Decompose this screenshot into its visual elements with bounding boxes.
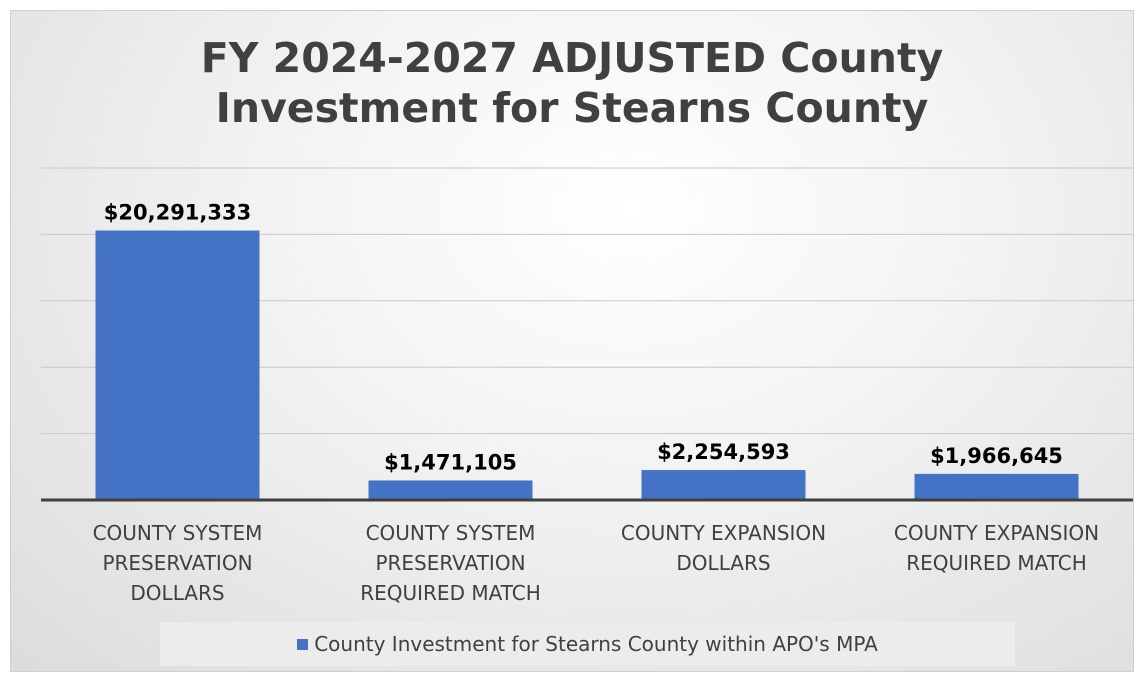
x-tick-label: COUNTY EXPANSION [621,521,826,545]
x-tick-label: COUNTY SYSTEM [366,521,536,545]
chart-title-line-1: FY 2024-2027 ADJUSTED County [200,34,944,82]
legend-label: County Investment for Stearns County wit… [314,632,878,656]
x-tick-label: COUNTY SYSTEM [93,521,263,545]
bar [641,470,806,500]
x-tick-label: DOLLARS [676,551,770,575]
chart-title-line-2: Investment for Stearns County [215,84,929,132]
data-label: $1,471,105 [384,450,517,474]
chart-area: FY 2024-2027 ADJUSTED County Investment … [10,10,1134,672]
plot-area: $20,291,333 COUNTY SYSTEM PRESERVATION DOLL… [41,167,1133,605]
x-tick-label: PRESERVATION [102,551,252,575]
bar [914,473,1079,500]
chart-title: FY 2024-2027 ADJUSTED County Investment … [11,33,1133,133]
legend-swatch [297,638,309,650]
bar [95,230,260,500]
x-tick-label: REQUIRED MATCH [906,551,1087,575]
data-label: $1,966,645 [930,444,1063,468]
data-label: $20,291,333 [104,201,251,225]
x-tick-label: COUNTY EXPANSION [894,521,1099,545]
x-tick-label: PRESERVATION [375,551,525,575]
x-tick-label: REQUIRED MATCH [360,581,541,605]
x-tick-label: DOLLARS [130,581,224,605]
data-label: $2,254,593 [657,440,790,464]
legend: County Investment for Stearns County wit… [160,622,1015,666]
bar [368,480,533,500]
